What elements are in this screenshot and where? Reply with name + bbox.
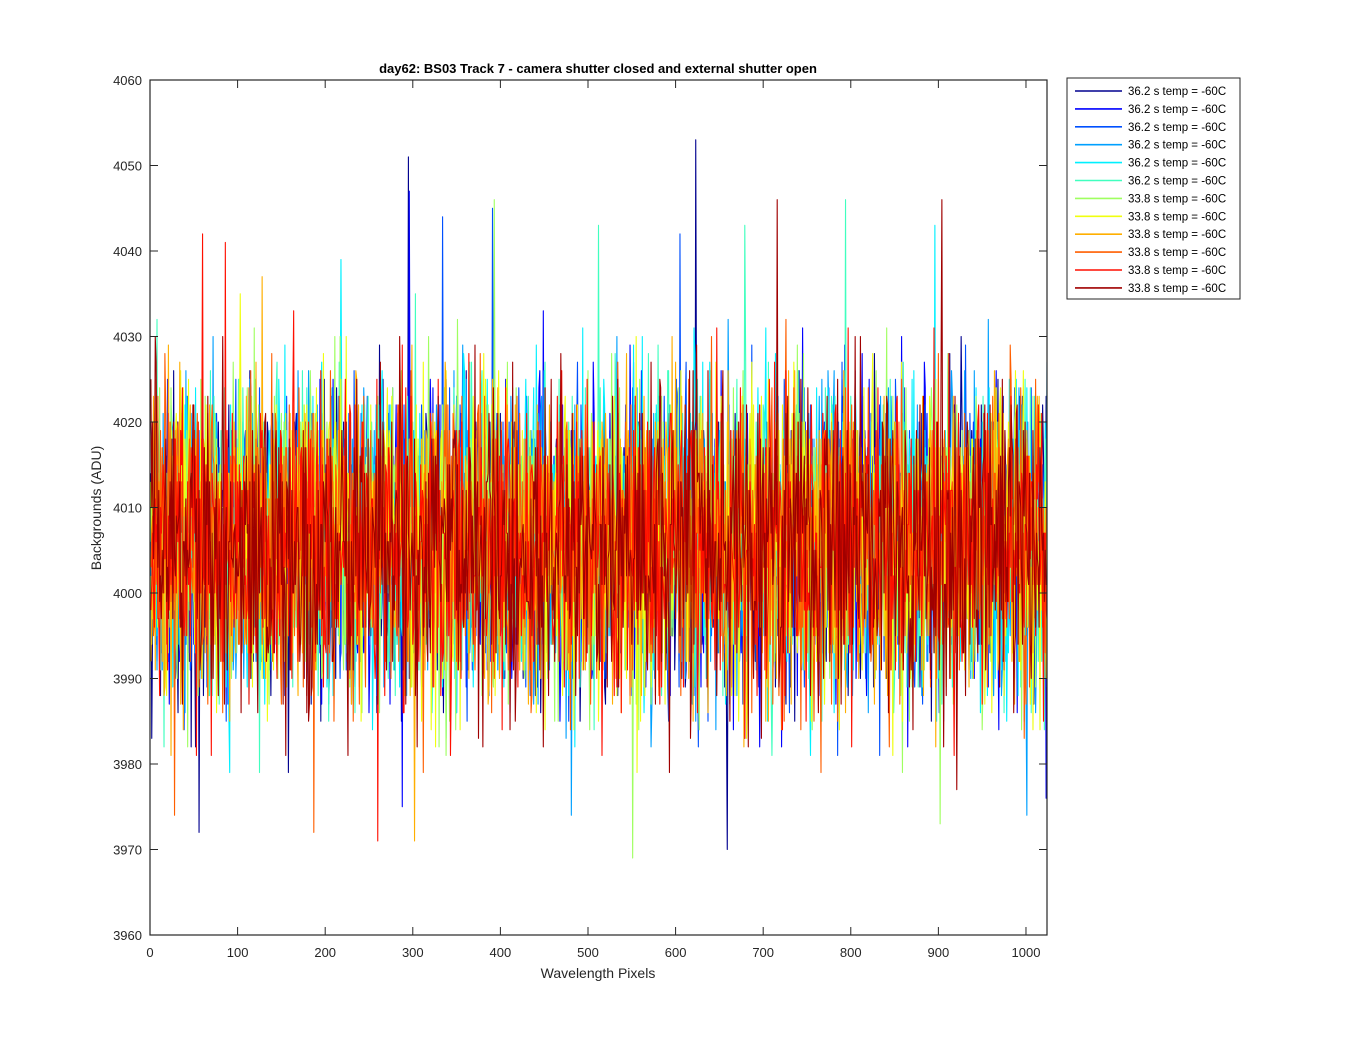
x-tick-label: 600 [665,945,687,960]
x-tick-label: 800 [840,945,862,960]
x-tick-label: 0 [146,945,153,960]
legend-entry-label: 33.8 s temp = -60C [1128,229,1226,241]
x-tick-label: 400 [490,945,512,960]
y-tick-label: 4050 [113,159,142,174]
y-tick-label: 3960 [113,928,142,943]
x-tick-label: 200 [314,945,336,960]
x-tick-label: 1000 [1012,945,1041,960]
legend-entry-label: 33.8 s temp = -60C [1128,193,1226,205]
legend: 36.2 s temp = -60C 36.2 s temp = -60C 36.2… [1066,77,1241,300]
x-tick-label: 100 [227,945,249,960]
plot-area [149,79,1048,936]
series-layer [150,139,1047,859]
x-axis: 0 100 200 300 400 500 600 700 800 900 1000 [146,80,1040,960]
y-tick-label: 4040 [113,244,142,259]
x-axis-label: Wavelength Pixels [541,965,656,981]
y-tick-label: 4010 [113,501,142,516]
x-tick-label: 300 [402,945,424,960]
legend-entry-label: 36.2 s temp = -60C [1128,158,1226,170]
y-tick-label: 4030 [113,330,142,345]
chart-title: day62: BS03 Track 7 - camera shutter clo… [379,61,817,76]
legend-entry-label: 33.8 s temp = -60C [1128,283,1226,295]
x-tick-label: 500 [577,945,599,960]
series-line [150,233,1047,842]
y-tick-label: 4060 [113,73,142,88]
y-tick-label: 4000 [113,586,142,601]
legend-entry-label: 36.2 s temp = -60C [1128,140,1226,152]
legend-entry-label: 36.2 s temp = -60C [1128,176,1226,188]
y-tick-label: 4020 [113,415,142,430]
legend-box [1066,77,1241,300]
legend-entry-label: 33.8 s temp = -60C [1128,211,1226,223]
legend-entry-label: 36.2 s temp = -60C [1128,104,1226,116]
y-axis-label: Backgrounds (ADU) [88,446,104,571]
y-tick-label: 3970 [113,843,142,858]
legend-entry-label: 33.8 s temp = -60C [1128,265,1226,277]
legend-entry-label: 33.8 s temp = -60C [1128,247,1226,259]
legend-entry-label: 36.2 s temp = -60C [1128,122,1226,134]
y-tick-label: 3990 [113,672,142,687]
y-axis: 3960 3970 3980 3990 4000 4010 4020 4030 4040 4050… [113,73,1047,943]
y-tick-label: 3980 [113,757,142,772]
legend-entry-label: 36.2 s temp = -60C [1128,86,1226,98]
x-tick-label: 900 [928,945,950,960]
x-tick-label: 700 [752,945,774,960]
series-line [150,199,1047,791]
